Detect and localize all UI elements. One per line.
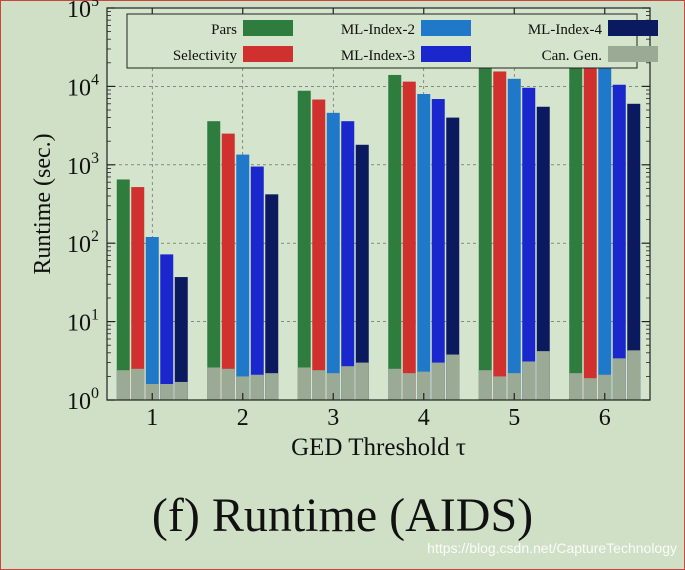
- legend-swatch: [421, 20, 471, 36]
- bar-ml-index-3: [612, 84, 626, 400]
- bar-can-gen: [250, 374, 264, 400]
- bar-selectivity: [493, 71, 507, 400]
- bar-ml-index-4: [536, 106, 550, 401]
- runtime-bar-chart: 100 101 102 103 104 105 1 2 3 4 5 6 GED Threshold τ R…: [30, 0, 658, 461]
- bar-can-gen: [131, 368, 145, 400]
- bar-can-gen: [236, 376, 250, 400]
- bar-can-gen: [388, 368, 402, 400]
- legend-swatch: [243, 20, 293, 36]
- y-axis-label: Runtime (sec.): [30, 133, 56, 274]
- bar-can-gen: [160, 383, 174, 400]
- bar-can-gen: [569, 373, 583, 400]
- bar-selectivity: [402, 81, 416, 400]
- bar-can-gen: [417, 371, 431, 400]
- bar-can-gen: [402, 373, 416, 400]
- bar-ml-index-3: [160, 254, 174, 400]
- watermark-text: https://blog.csdn.net/CaptureTechnology: [427, 540, 677, 556]
- bar-can-gen: [612, 358, 626, 400]
- bar-ml-index-4: [446, 117, 460, 400]
- bar-ml-index-3: [250, 166, 264, 400]
- bar-ml-index-2: [598, 68, 612, 401]
- legend-box: [126, 13, 638, 69]
- bar-pars: [478, 66, 492, 401]
- bar-can-gen: [598, 374, 612, 400]
- bar-ml-index-2: [417, 93, 431, 400]
- bar-selectivity: [221, 133, 235, 400]
- bar-ml-index-2: [236, 154, 250, 400]
- bar-can-gen: [431, 362, 445, 400]
- bar-can-gen: [522, 361, 536, 400]
- x-tick-label: 1: [146, 405, 158, 431]
- figure-caption: (f) Runtime (AIDS): [151, 489, 534, 542]
- legend-label: Can. Gen.: [542, 48, 602, 64]
- bar-can-gen: [583, 378, 597, 400]
- legend-label: ML-Index-4: [528, 22, 603, 38]
- bar-can-gen: [536, 351, 550, 400]
- x-tick-label: 5: [508, 405, 520, 431]
- x-tick-label: 6: [599, 405, 611, 431]
- legend-swatch: [243, 46, 293, 62]
- y-tick-label: 105: [67, 0, 99, 23]
- bar-can-gen: [493, 376, 507, 400]
- bar-can-gen: [341, 366, 355, 400]
- bar-ml-index-2: [145, 236, 159, 400]
- legend-swatch: [608, 46, 658, 62]
- y-tick-label: 104: [67, 71, 99, 101]
- legend-swatch: [608, 20, 658, 36]
- bar-pars: [116, 179, 130, 400]
- bar-ml-index-4: [174, 277, 188, 400]
- bar-pars: [388, 74, 402, 400]
- bar-pars: [297, 90, 311, 400]
- bar-ml-index-4: [627, 103, 641, 400]
- bar-can-gen: [355, 362, 369, 400]
- bar-can-gen: [478, 370, 492, 400]
- bar-ml-index-2: [326, 112, 340, 400]
- legend-label: Pars: [211, 22, 237, 38]
- bar-can-gen: [116, 370, 130, 400]
- y-tick-label: 103: [67, 150, 99, 180]
- legend-label: ML-Index-2: [341, 22, 415, 38]
- bar-can-gen: [174, 381, 188, 400]
- bar-selectivity: [312, 99, 326, 400]
- bar-can-gen: [207, 367, 221, 400]
- bar-ml-index-3: [341, 121, 355, 400]
- bar-can-gen: [265, 373, 279, 400]
- x-tick-label: 4: [418, 405, 430, 431]
- y-tick-label: 100: [67, 385, 99, 415]
- bar-can-gen: [145, 383, 159, 400]
- bar-can-gen: [627, 350, 641, 400]
- legend-swatch: [421, 46, 471, 62]
- y-tick-label: 101: [67, 307, 99, 337]
- bar-ml-index-4: [355, 144, 369, 400]
- bar-can-gen: [326, 373, 340, 400]
- x-axis-label: GED Threshold τ: [291, 434, 466, 461]
- legend-label: ML-Index-3: [341, 48, 415, 64]
- bar-can-gen: [297, 367, 311, 400]
- bar-can-gen: [507, 373, 521, 400]
- plot-area: [107, 8, 650, 400]
- y-tick-label: 102: [67, 228, 99, 258]
- bar-can-gen: [221, 368, 235, 400]
- bar-can-gen: [312, 370, 326, 400]
- bar-selectivity: [131, 187, 145, 400]
- bar-ml-index-3: [522, 87, 536, 401]
- bar-can-gen: [446, 354, 460, 400]
- bar-ml-index-3: [431, 99, 445, 400]
- bar-selectivity: [583, 61, 597, 400]
- x-tick-label: 3: [327, 405, 339, 431]
- x-tick-label: 2: [237, 405, 249, 431]
- bar-pars: [569, 61, 583, 401]
- bar-ml-index-4: [265, 194, 279, 400]
- plot-frame: [106, 7, 651, 401]
- bar-pars: [207, 121, 221, 400]
- legend-label: Selectivity: [173, 48, 238, 64]
- bar-ml-index-2: [507, 78, 521, 401]
